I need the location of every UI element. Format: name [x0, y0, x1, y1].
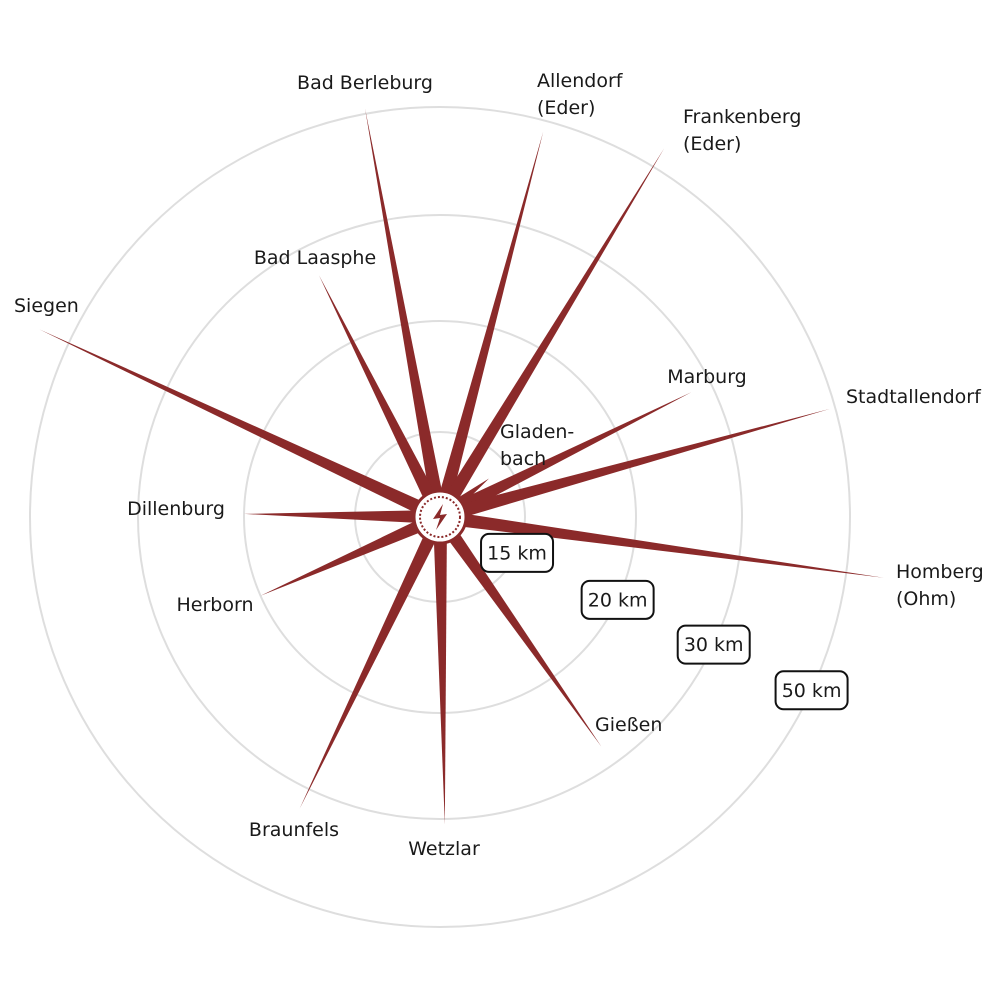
- city-label: Frankenberg (Eder): [683, 106, 801, 155]
- ring-label-box: [774, 670, 849, 711]
- ring-label-box: [580, 579, 655, 620]
- spoke: [438, 408, 830, 524]
- ring-label: 15 km: [487, 542, 547, 564]
- city-label: Gießen: [595, 714, 662, 736]
- spoke: [244, 510, 441, 524]
- spoke: [436, 392, 692, 524]
- center-bolt: [433, 504, 447, 530]
- spoke: [433, 131, 544, 519]
- ring-label-box: [480, 532, 555, 573]
- city-label: Homberg (Ohm): [896, 561, 984, 610]
- spoke: [365, 108, 447, 519]
- city-label-line: Wetzlar: [408, 838, 480, 860]
- city-label-line: (Ohm): [896, 588, 956, 610]
- spoke: [439, 510, 884, 578]
- city-label-line: Siegen: [14, 295, 79, 317]
- city-label: Braunfels: [249, 819, 339, 841]
- city-label: Dillenburg: [127, 498, 225, 520]
- city-label: Herborn: [177, 594, 254, 616]
- ring-label: 20 km: [588, 589, 648, 611]
- spoke: [434, 148, 665, 521]
- city-label-line: Braunfels: [249, 819, 339, 841]
- ring-label: 30 km: [684, 634, 744, 656]
- ring-label-box: [676, 624, 751, 665]
- grid-ring: [29, 106, 851, 928]
- city-label-line: (Eder): [683, 133, 741, 155]
- city-label-line: bach: [500, 448, 546, 470]
- spoke: [434, 512, 602, 747]
- city-label-line: Homberg: [896, 561, 984, 583]
- city-label-line: Allendorf: [537, 70, 624, 92]
- city-label: Wetzlar: [408, 838, 480, 860]
- city-label-line: Bad Berleburg: [297, 72, 433, 94]
- city-label-line: Stadtallendorf: [846, 386, 982, 408]
- city-label-line: Bad Laasphe: [254, 247, 376, 269]
- center-ring: [419, 496, 461, 538]
- grid-ring: [243, 320, 637, 714]
- city-label: Bad Berleburg: [297, 72, 433, 94]
- city-label-line: Gladen-: [500, 421, 574, 443]
- spoke: [39, 329, 443, 524]
- city-label-line: Herborn: [177, 594, 254, 616]
- spoke: [319, 275, 447, 521]
- city-label: Siegen: [14, 295, 79, 317]
- city-label-line: Gießen: [595, 714, 662, 736]
- city-label: Gladen-bach: [500, 421, 574, 470]
- grid-ring: [137, 214, 743, 820]
- city-label-line: Marburg: [667, 366, 747, 388]
- city-label-line: Frankenberg: [683, 106, 801, 128]
- ring-label: 50 km: [782, 680, 842, 702]
- city-label-line: (Eder): [537, 97, 595, 119]
- spoke: [433, 516, 447, 825]
- city-label: Stadtallendorf: [846, 386, 982, 408]
- spoke: [260, 510, 443, 596]
- city-label-line: Dillenburg: [127, 498, 225, 520]
- city-label: Marburg: [667, 366, 747, 388]
- city-label: Bad Laasphe: [254, 247, 376, 269]
- spoke: [299, 513, 447, 809]
- city-label: Allendorf (Eder): [537, 70, 624, 119]
